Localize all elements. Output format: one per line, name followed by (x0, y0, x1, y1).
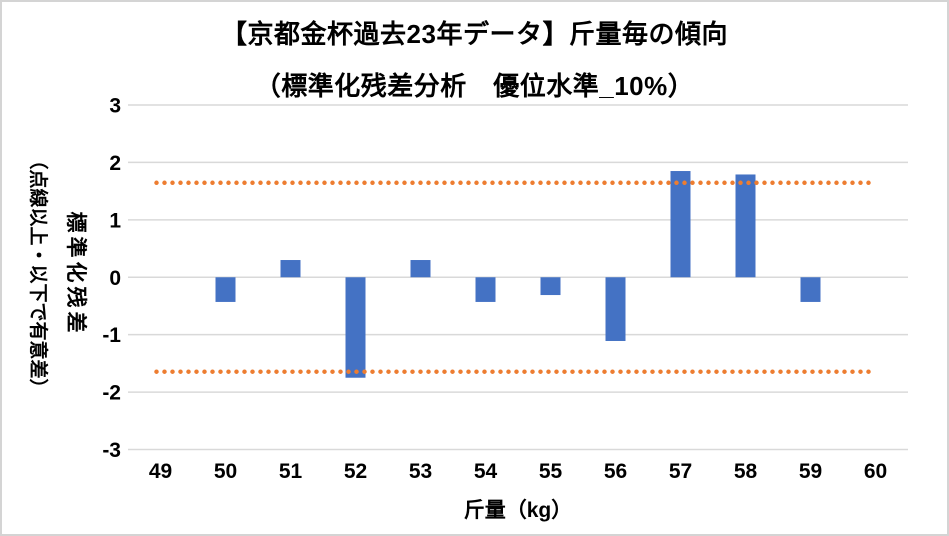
bar-55kg (540, 277, 561, 296)
y-tick-label: 0 (109, 267, 121, 290)
bar-57kg (670, 171, 691, 278)
x-tick-label: 58 (734, 460, 758, 483)
x-axis-title: 斤量（kg） (463, 499, 573, 522)
x-tick-label: 51 (279, 460, 303, 483)
x-tick-label: 49 (149, 460, 172, 483)
bar-59kg (800, 277, 821, 302)
y-tick-label: -2 (102, 382, 121, 405)
x-tick-label: 55 (539, 460, 563, 483)
chart-title-line1: 【京都金杯過去23年データ】斤量毎の傾向 (221, 19, 728, 49)
bar-54kg (475, 277, 496, 302)
y-tick-label: 1 (109, 209, 121, 232)
x-tick-label: 50 (214, 460, 237, 483)
bar-56kg (605, 277, 626, 341)
x-tick-label: 54 (474, 460, 498, 483)
y-tick-label: -1 (102, 324, 121, 347)
x-tick-label: 60 (864, 460, 887, 483)
y-tick-label: 3 (109, 95, 121, 118)
x-tick-label: 52 (344, 460, 367, 483)
y-tick-label: 2 (109, 152, 121, 175)
bar-51kg (280, 260, 301, 278)
x-tick-label: 57 (669, 460, 692, 483)
bar-50kg (215, 277, 236, 302)
x-tick-label: 53 (409, 460, 432, 483)
chart-title: 【京都金杯過去23年データ】斤量毎の傾向 （標準化残差分析 優位水準_10%） (2, 8, 947, 112)
x-tick-label: 59 (799, 460, 822, 483)
bar-58kg (735, 174, 756, 278)
x-tick-label: 56 (604, 460, 627, 483)
bar-53kg (410, 260, 431, 278)
bar-52kg (345, 277, 366, 378)
chart-title-line2: （標準化残差分析 優位水準_10%） (254, 71, 695, 101)
y-tick-label: -3 (102, 439, 121, 462)
